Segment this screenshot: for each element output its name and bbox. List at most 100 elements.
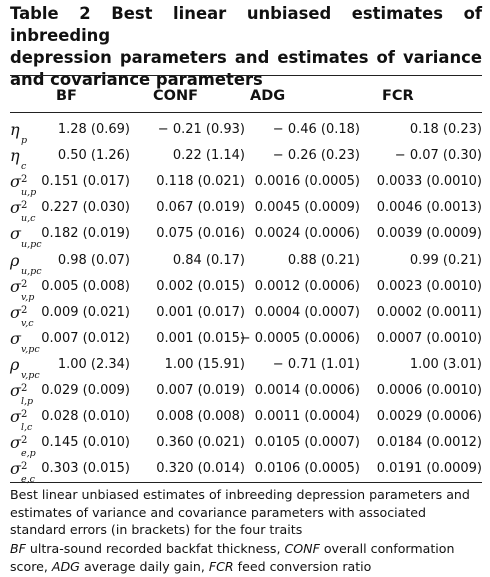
cell-bf: 0.303 (0.015)	[41, 461, 130, 477]
column-header-adg: ADG	[250, 88, 286, 104]
cell-conf: 0.320 (0.014)	[156, 461, 245, 477]
abbreviation-definition: feed conversion ratio	[233, 558, 372, 574]
cell-fcr: 0.99 (0.21)	[409, 252, 482, 268]
cell-adg: 0.0045 (0.0009)	[254, 200, 360, 216]
table-footnote: Best linear unbiased estimates of inbree…	[10, 487, 470, 537]
parameter-symbol: σ u,pc	[10, 224, 42, 251]
cell-bf: 0.182 (0.019)	[41, 226, 130, 242]
cell-adg: 0.0012 (0.0006)	[254, 278, 360, 294]
cell-adg: − 0.71 (1.01)	[272, 356, 360, 372]
cell-conf: 0.008 (0.008)	[156, 409, 245, 425]
bottom-rule	[10, 482, 482, 483]
table-row: σ 2 l,p 0.029 (0.009) 0.007 (0.019) 0.0014 (0…	[0, 378, 490, 407]
table-row: σ u,pc 0.182 (0.019) 0.075 (0.016) 0.0024 (0…	[0, 221, 490, 251]
cell-conf: 0.84 (0.17)	[172, 252, 245, 268]
cell-fcr: 0.0029 (0.0006)	[376, 409, 482, 425]
parameter-symbol: ρ v,pc	[10, 354, 40, 381]
table-row: ρ u,pc 0.98 (0.07) 0.84 (0.17) 0.88 (0.21) 0.…	[0, 248, 490, 277]
table-row: σ 2 e,c 0.303 (0.015) 0.320 (0.014) 0.0106 (0…	[0, 456, 490, 486]
column-header-conf: CONF	[153, 88, 199, 104]
parameter-symbol: σ 2 l,c	[10, 407, 33, 434]
cell-fcr: 0.0002 (0.0011)	[376, 304, 482, 320]
top-rule	[10, 75, 482, 76]
table-row: σ 2 l,c 0.028 (0.010) 0.008 (0.008) 0.0011 (0…	[0, 404, 490, 434]
abbreviation-definition: average daily gain,	[79, 558, 209, 574]
column-header-bf: BF	[56, 88, 77, 104]
abbreviation: CONF	[284, 541, 320, 556]
cell-bf: 0.028 (0.010)	[41, 409, 130, 425]
header-rule	[10, 112, 482, 113]
parameter-symbol: σ 2 u,p	[10, 172, 37, 199]
cell-conf: 0.007 (0.019)	[156, 383, 245, 398]
abbreviations-note: BF ultra-sound recorded backfat thicknes…	[10, 540, 482, 575]
abbreviation: BF	[10, 541, 26, 556]
cell-bf: 0.007 (0.012)	[41, 330, 130, 346]
cell-conf: − 0.21 (0.93)	[157, 122, 245, 137]
cell-bf: 0.145 (0.010)	[41, 435, 130, 451]
cell-conf: 0.360 (0.021)	[156, 435, 245, 451]
cell-adg: 0.0011 (0.0004)	[254, 409, 360, 425]
cell-bf: 0.151 (0.017)	[41, 174, 130, 190]
parameter-symbol: σ 2 v,p	[10, 276, 35, 303]
cell-conf: 1.00 (15.91)	[164, 356, 245, 372]
table-row: σ 2 v,p 0.005 (0.008) 0.002 (0.015) 0.0012 (0…	[0, 274, 490, 303]
cell-adg: 0.0024 (0.0006)	[254, 226, 360, 242]
cell-bf: 0.005 (0.008)	[41, 278, 130, 294]
column-header-fcr: FCR	[382, 88, 414, 104]
cell-bf: 0.98 (0.07)	[57, 252, 130, 268]
table-row: σ 2 v,c 0.009 (0.021) 0.001 (0.017) 0.0004 (0…	[0, 300, 490, 329]
abbreviation-definition: ultra-sound recorded backfat thickness,	[25, 541, 285, 556]
cell-fcr: 0.0033 (0.0010)	[376, 174, 482, 190]
parameter-symbol: σ v,pc	[10, 328, 40, 355]
cell-adg: − 0.0005 (0.0006)	[239, 330, 360, 346]
parameter-symbol: σ 2 l,p	[10, 381, 34, 407]
cell-bf: 1.00 (2.34)	[57, 356, 130, 372]
parameter-symbol: σ 2 v,c	[10, 302, 34, 329]
cell-fcr: 1.00 (3.01)	[409, 356, 482, 372]
table-row: ρ v,pc 1.00 (2.34) 1.00 (15.91) − 0.71 (1.01…	[0, 352, 490, 381]
cell-bf: 0.029 (0.009)	[41, 383, 130, 398]
cell-fcr: 0.18 (0.23)	[409, 122, 482, 137]
cell-conf: 0.001 (0.017)	[156, 304, 245, 320]
cell-adg: 0.0016 (0.0005)	[254, 174, 360, 190]
table-title-line: Table 2 Best linear unbiased estimates o…	[10, 4, 482, 45]
cell-conf: 0.002 (0.015)	[156, 278, 245, 294]
table-title: Table 2 Best linear unbiased estimates o…	[10, 3, 482, 91]
parameter-symbol: σ 2 e,p	[10, 433, 36, 460]
parameter-symbol: σ 2 e,c	[10, 459, 35, 486]
cell-fcr: 0.0039 (0.0009)	[376, 226, 482, 242]
cell-adg: 0.0004 (0.0007)	[254, 304, 360, 320]
cell-fcr: 0.0184 (0.0012)	[376, 435, 482, 451]
abbreviation-definition: overall conformation score,	[10, 541, 455, 574]
cell-adg: − 0.26 (0.23)	[272, 148, 360, 164]
table-row: η c 0.50 (1.26) 0.22 (1.14) − 0.26 (0.23) − 0…	[0, 143, 490, 173]
cell-adg: 0.0106 (0.0005)	[254, 461, 360, 477]
cell-conf: 0.22 (1.14)	[172, 148, 245, 164]
cell-adg: 0.88 (0.21)	[287, 252, 360, 268]
cell-bf: 0.009 (0.021)	[41, 304, 130, 320]
table-row: σ 2 u,c 0.227 (0.030) 0.067 (0.019) 0.0045 (0…	[0, 195, 490, 225]
table-row: σ v,pc 0.007 (0.012) 0.001 (0.015) − 0.0005 …	[0, 326, 490, 355]
cell-conf: 0.118 (0.021)	[156, 174, 245, 190]
parameter-symbol: σ 2 u,c	[10, 198, 36, 225]
cell-bf: 0.227 (0.030)	[41, 200, 130, 216]
cell-fcr: 0.0191 (0.0009)	[376, 461, 482, 477]
cell-fcr: 0.0046 (0.0013)	[376, 200, 482, 216]
cell-adg: − 0.46 (0.18)	[272, 122, 360, 137]
cell-fcr: − 0.07 (0.30)	[394, 148, 482, 164]
table-title-line: depression parameters and estimates of v…	[10, 48, 482, 67]
table-row: σ 2 e,p 0.145 (0.010) 0.360 (0.021) 0.0105 (0…	[0, 430, 490, 460]
cell-conf: 0.067 (0.019)	[156, 200, 245, 216]
cell-adg: 0.0105 (0.0007)	[254, 435, 360, 451]
cell-fcr: 0.0023 (0.0010)	[376, 278, 482, 294]
abbreviation: FCR	[208, 558, 234, 574]
cell-bf: 1.28 (0.69)	[57, 122, 130, 137]
parameter-symbol: ρ u,pc	[10, 250, 42, 277]
table-row: η p 1.28 (0.69) − 0.21 (0.93) − 0.46 (0.18) 0…	[0, 117, 490, 146]
table-title-line: and covariance parameters	[10, 70, 263, 89]
cell-conf: 0.075 (0.016)	[156, 226, 245, 242]
abbreviation: ADG	[51, 558, 80, 574]
cell-conf: 0.001 (0.015)	[156, 330, 245, 346]
